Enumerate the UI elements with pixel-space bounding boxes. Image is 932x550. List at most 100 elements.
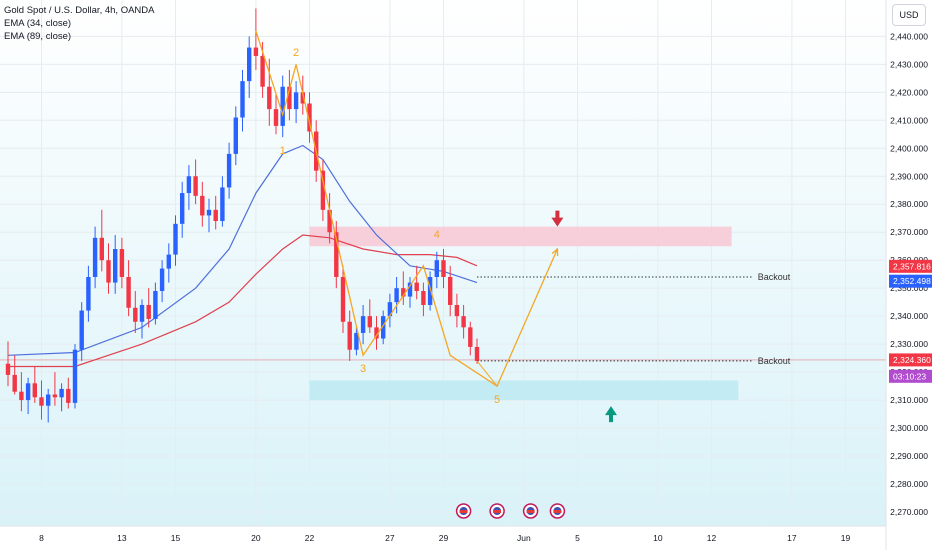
price-badge-text: 2,352.498 xyxy=(893,276,931,286)
candle-body xyxy=(220,187,225,222)
candle-body xyxy=(46,394,51,406)
backout-label: Backout xyxy=(758,356,791,366)
candle xyxy=(59,383,64,412)
economic-event-icon xyxy=(522,503,539,519)
wave-label: 1 xyxy=(280,145,286,157)
candle xyxy=(273,92,279,135)
candle-body xyxy=(387,302,393,317)
candle-body xyxy=(454,304,460,317)
price-badge: 03:10:23 xyxy=(889,369,932,383)
candle xyxy=(133,290,138,333)
candle-body xyxy=(320,170,326,210)
candle xyxy=(153,282,158,325)
candle xyxy=(360,304,366,345)
candle-body xyxy=(32,383,37,398)
candle-body xyxy=(39,397,44,406)
candle xyxy=(474,338,480,364)
candle xyxy=(293,81,299,124)
candle-body xyxy=(414,282,419,291)
candle xyxy=(46,388,51,423)
candle xyxy=(287,69,292,121)
candle-body xyxy=(327,209,332,233)
time-tick-label: 22 xyxy=(305,533,315,543)
candle xyxy=(79,302,84,361)
candle xyxy=(72,344,78,409)
candle xyxy=(240,69,245,132)
price-tick-label: 2,340.000 xyxy=(890,311,928,321)
candle xyxy=(92,226,98,289)
candle-body xyxy=(52,394,58,398)
candle-body xyxy=(293,92,299,110)
candle-body xyxy=(260,55,265,87)
candle xyxy=(119,237,125,289)
candle xyxy=(327,193,332,244)
candle-body xyxy=(240,81,245,118)
candle xyxy=(461,304,466,339)
candle xyxy=(113,235,118,294)
candle xyxy=(86,265,91,322)
candle-body xyxy=(434,260,439,277)
price-tick-label: 2,290.000 xyxy=(890,451,928,461)
candle xyxy=(387,293,393,328)
wave-projection-link xyxy=(476,360,498,387)
time-tick-label: 12 xyxy=(707,533,717,543)
candle xyxy=(226,142,232,199)
candle xyxy=(394,276,399,314)
candle-body xyxy=(25,383,31,401)
candle xyxy=(146,288,151,328)
candle xyxy=(280,75,285,138)
candle xyxy=(334,221,339,289)
candle-body xyxy=(360,316,366,333)
price-tick-label: 2,440.000 xyxy=(890,31,928,41)
candle xyxy=(253,8,259,70)
time-tick-label: 20 xyxy=(251,533,261,543)
candle-body xyxy=(367,316,372,328)
time-tick-label: 27 xyxy=(385,533,395,543)
candle xyxy=(441,249,446,289)
candle xyxy=(193,159,198,205)
candle-body xyxy=(126,276,131,308)
candle xyxy=(106,243,111,294)
legend-ema89[interactable]: EMA (89, close) xyxy=(4,31,72,42)
wave-arrowhead xyxy=(551,247,559,257)
candle-body xyxy=(19,391,24,401)
candle-body xyxy=(461,316,466,328)
candle xyxy=(421,282,426,317)
backout-label: Backout xyxy=(758,272,791,282)
price-tick-label: 2,380.000 xyxy=(890,199,928,209)
price-tick-label: 2,300.000 xyxy=(890,423,928,433)
candle-body xyxy=(407,282,413,297)
candle xyxy=(267,58,272,126)
candle xyxy=(12,355,17,395)
currency-button[interactable]: USD xyxy=(892,4,926,26)
price-tick-label: 2,370.000 xyxy=(890,227,928,237)
candle xyxy=(173,215,178,266)
candle-body xyxy=(79,310,84,350)
candle xyxy=(454,293,460,328)
time-axis-background xyxy=(0,526,886,550)
candle-body xyxy=(421,290,426,305)
wave-label: 5 xyxy=(494,394,500,406)
candle-body xyxy=(139,304,145,322)
candle-body xyxy=(92,237,98,277)
support-zone xyxy=(309,380,739,401)
price-tick-label: 2,280.000 xyxy=(890,479,928,489)
candle xyxy=(374,316,379,350)
legend-ema34[interactable]: EMA (34, close) xyxy=(4,18,72,29)
candle-body xyxy=(5,363,11,375)
candle xyxy=(407,276,413,308)
candle xyxy=(354,327,359,356)
candle-body xyxy=(153,290,158,319)
time-tick-label: 29 xyxy=(439,533,449,543)
legend-title[interactable]: Gold Spot / U.S. Dollar, 4h, OANDA xyxy=(4,5,155,16)
candle-body xyxy=(253,47,259,56)
candle xyxy=(19,372,24,412)
time-tick-label: 19 xyxy=(841,533,851,543)
candle-body xyxy=(280,86,285,126)
candle-body xyxy=(66,388,71,403)
candle-body xyxy=(394,288,399,303)
candle-body xyxy=(72,349,78,403)
candle xyxy=(367,299,372,333)
candle xyxy=(448,265,453,317)
